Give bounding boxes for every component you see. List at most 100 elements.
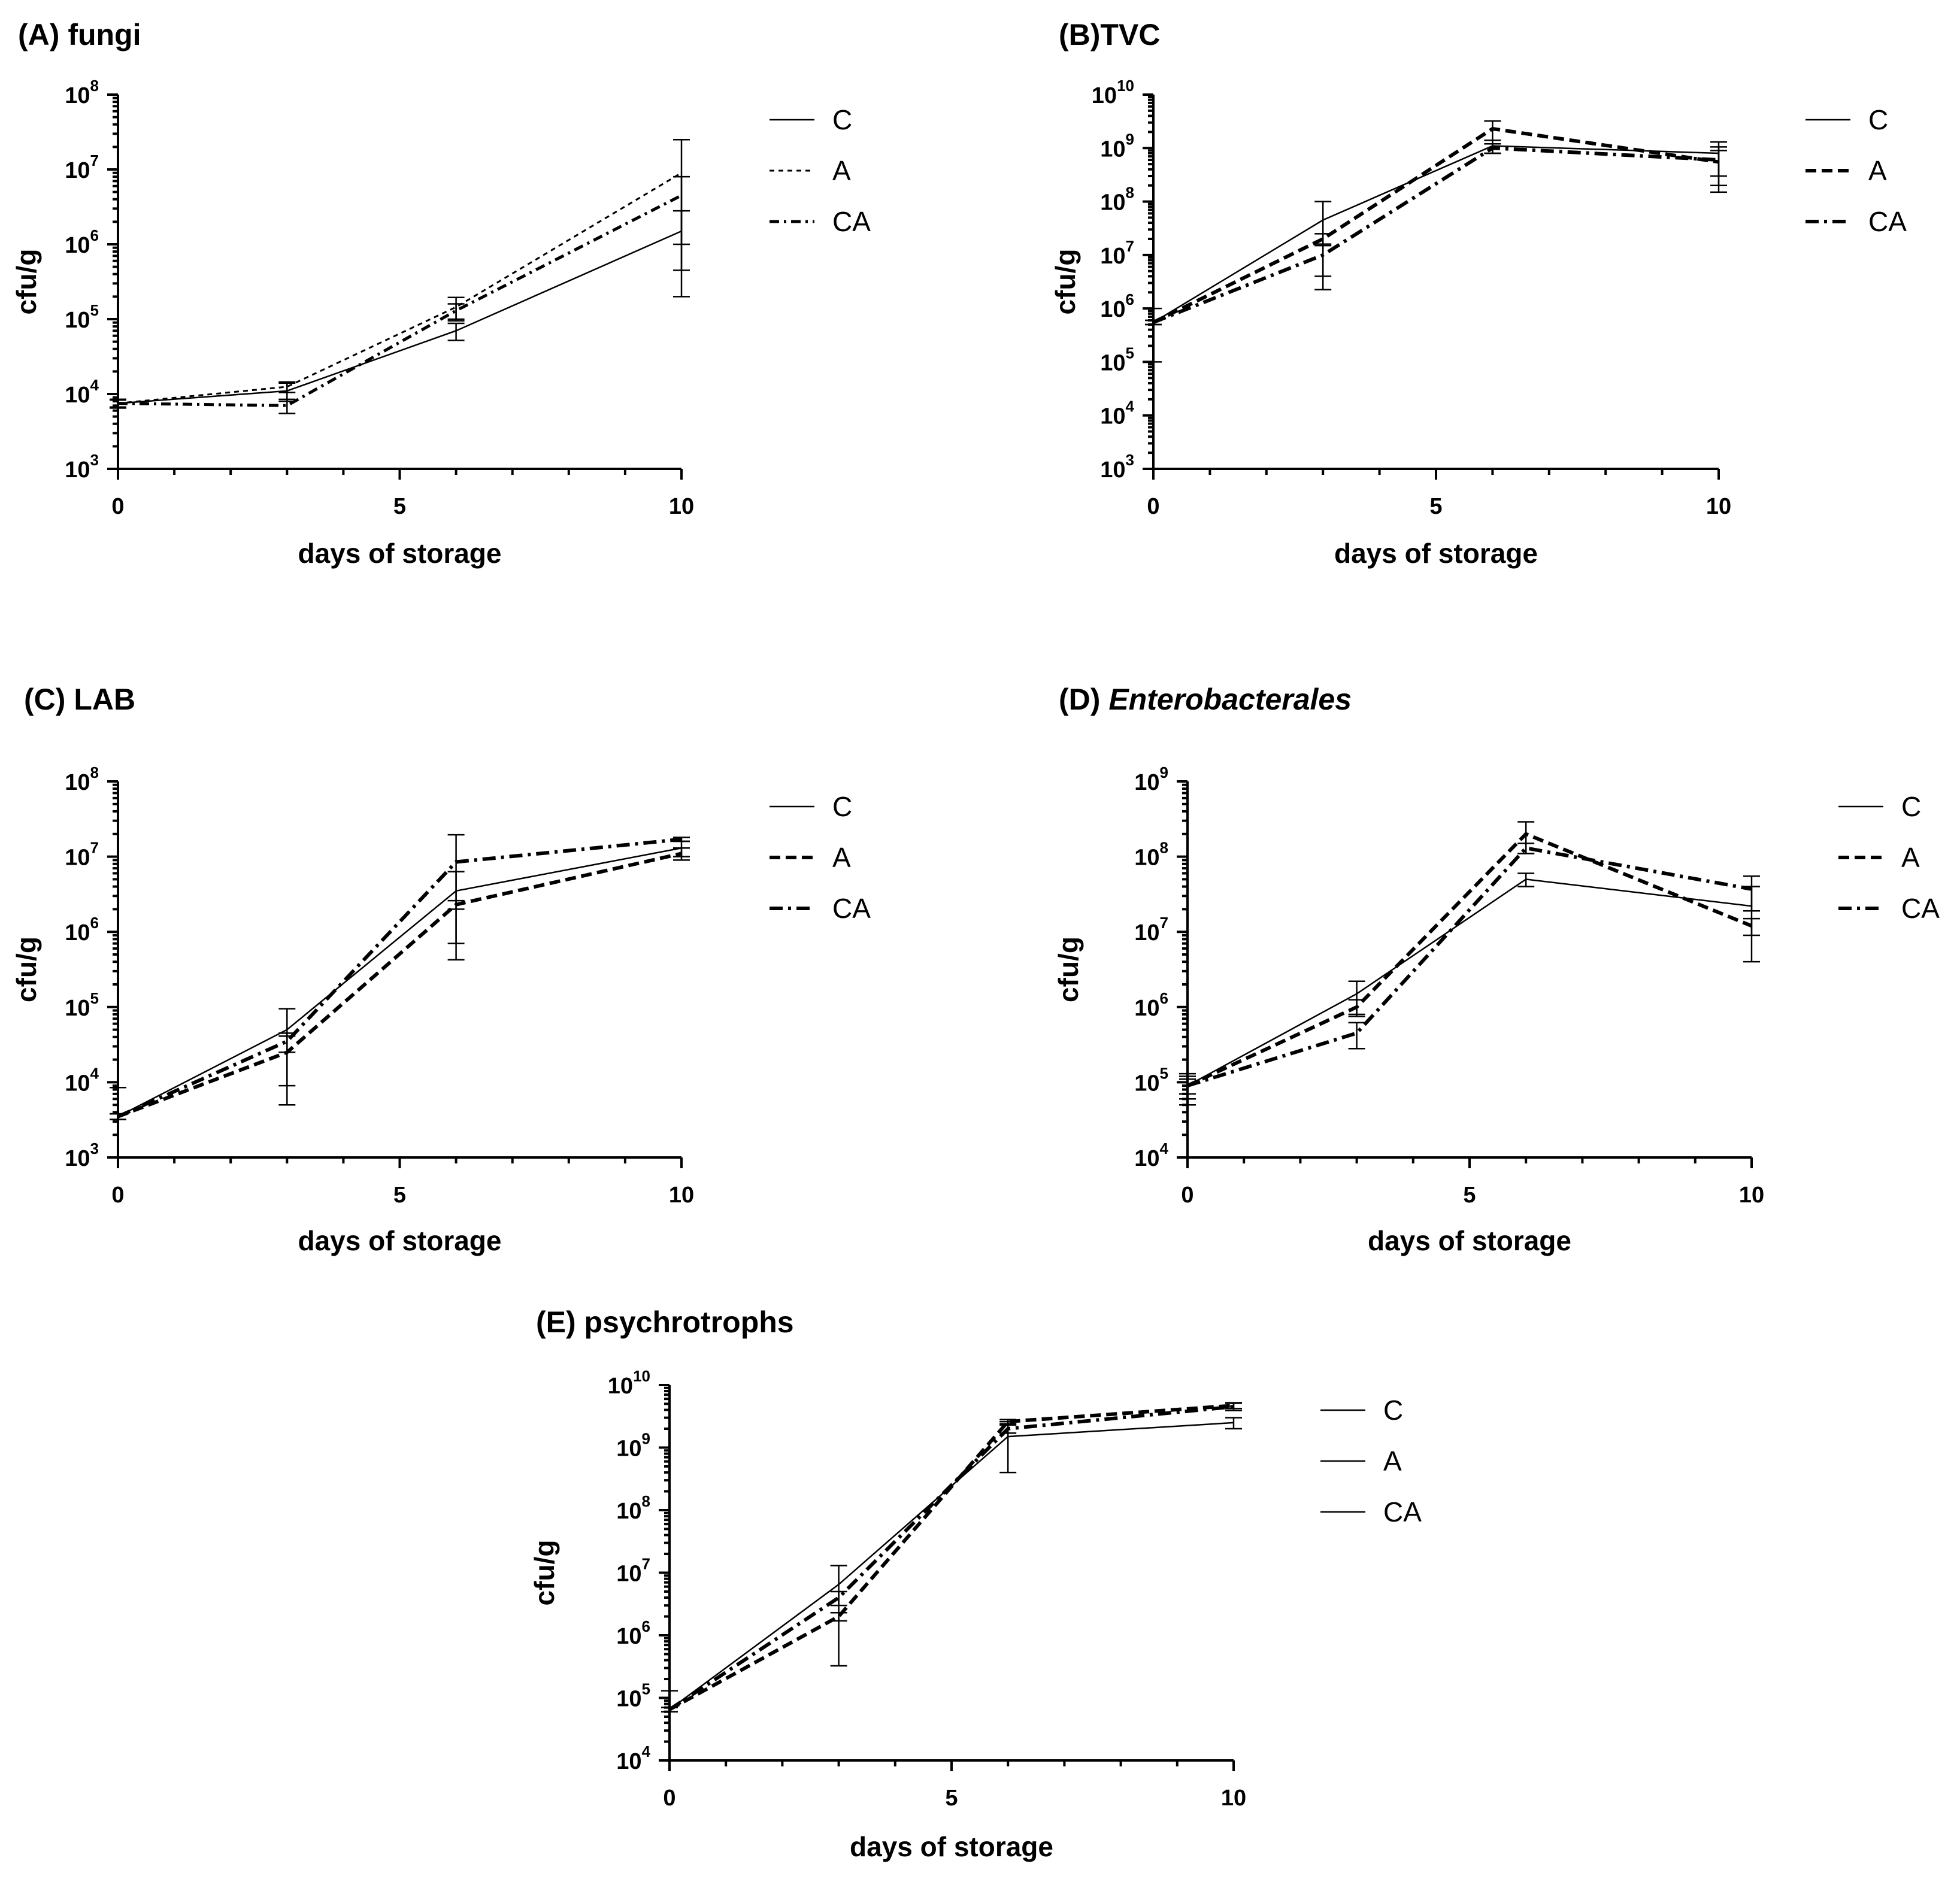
x-axis-title: days of storage [1368,1225,1571,1256]
legend: C A CA [1320,1395,1422,1528]
y-tick-label: 109 [1134,763,1168,795]
panel-title-prefix: (B) [1059,18,1100,51]
panel-title: (B)TVC [1059,18,1160,51]
y-tick-label: 105 [616,1680,650,1712]
legend-label-ca: CA [1868,206,1907,237]
y-tick-label: 1010 [608,1367,650,1399]
y-tick-label: 108 [65,77,99,108]
y-tick-label: 106 [65,914,99,945]
series-line-ca [117,837,682,1119]
y-tick-label: 108 [1100,184,1134,216]
series-line-ca [1152,146,1719,325]
x-tick-label: 5 [1463,1183,1476,1208]
y-tick-label: 107 [65,839,99,871]
legend: C A CA [1805,104,1907,237]
x-axis-title: days of storage [1334,538,1538,569]
y-axis-title: cfu/g [1050,249,1081,315]
panel-tvc: (B)TVC 103 104 105 106 107 108 109 1010 0 5 10 cfu… [1050,18,1907,569]
legend: C A CA [770,104,871,237]
panel-title-main: TVC [1100,18,1160,51]
panel-lab: (C) LAB 103 104 105 106 107 108 0 5 10 cfu/g day… [11,683,871,1256]
series-line-a [117,172,682,405]
y-tick-label: 107 [1100,237,1134,269]
y-tick-label: 105 [65,301,99,333]
plot-area: 104 105 106 107 108 109 1010 0 5 10 [608,1367,1246,1811]
legend-label-a: A [832,155,851,186]
y-tick-label: 108 [65,763,99,795]
y-tick-label: 104 [616,1742,650,1774]
series-line-ca [1187,846,1752,1088]
x-tick-label: 0 [111,494,124,519]
y-tick-label: 103 [1100,451,1134,483]
y-tick-label: 109 [1100,130,1134,162]
y-axis-title: cfu/g [529,1540,560,1606]
series-line-c [1187,878,1752,1087]
y-tick-label: 108 [1134,839,1168,871]
legend-label-c: C [1901,791,1921,822]
x-tick-label: 10 [1739,1183,1764,1208]
panel-title: (A) fungi [18,18,141,51]
panel-fungi: (A) fungi 103 104 105 106 107 108 0 5 10 cfu/g d… [11,18,871,569]
panel-title-main: LAB [74,683,135,716]
y-tick-label: 107 [65,151,99,183]
x-axis-title: days of storage [298,538,502,569]
series-line-a [1186,832,1753,1087]
x-tick-label: 5 [393,494,406,519]
panel-psychrotrophs: (E) psychrotrophs 1041051061071081091010… [529,1305,1422,1862]
legend-label-a: A [1868,155,1887,186]
y-axis-title: cfu/g [11,249,42,315]
plot-area: 103 104 105 106 107 108 0 5 10 [65,77,694,519]
legend-label-c: C [832,104,852,135]
x-tick-label: 5 [393,1183,406,1208]
x-tick-label: 10 [669,1183,694,1208]
panel-title: (E) psychrotrophs [536,1305,794,1339]
series-line-a [668,1404,1234,1711]
y-tick-label: 103 [65,1139,99,1171]
series-line-c [117,230,682,404]
panel-enterobacterales: (D) Enterobacterales 1041051061071081090… [1053,683,1940,1256]
panel-title-prefix: (E) [536,1305,584,1339]
y-tick-label: 106 [1100,290,1134,322]
x-tick-label: 0 [1147,494,1159,519]
panel-title-prefix: (A) [18,18,68,51]
series-line-a [117,851,682,1119]
x-tick-label: 10 [1706,494,1731,519]
y-axis-title: cfu/g [11,937,42,1002]
y-tick-label: 108 [616,1492,650,1524]
x-tick-label: 0 [1181,1183,1193,1208]
y-tick-label: 104 [65,376,99,408]
panel-title: (C) LAB [24,683,135,716]
legend-label-c: C [832,791,852,822]
plot-area: 104 105 106 107 108 109 0 5 10 [1134,763,1764,1208]
panel-title-main: Enterobacterales [1108,683,1352,716]
x-tick-label: 5 [945,1786,958,1811]
y-tick-label: 104 [65,1064,99,1096]
legend-label-a: A [1383,1445,1402,1477]
y-tick-label: 106 [65,226,99,258]
y-tick-label: 105 [1134,1064,1168,1096]
y-axis-title: cfu/g [1053,937,1084,1002]
y-tick-label: 107 [1134,914,1168,945]
legend-label-c: C [1383,1395,1403,1426]
y-tick-label: 109 [616,1430,650,1462]
series-line-ca [117,194,683,407]
legend-label-ca: CA [1901,893,1940,924]
y-tick-label: 107 [616,1555,650,1587]
legend-label-a: A [1901,842,1920,873]
panel-title-main: psychrotrophs [584,1305,794,1339]
y-tick-label: 106 [1134,989,1168,1021]
y-tick-label: 103 [65,451,99,483]
series-line-ca [668,1405,1234,1711]
x-tick-label: 10 [669,494,694,519]
x-tick-label: 0 [663,1786,675,1811]
plot-area: 103 104 105 106 107 108 0 5 10 [65,763,694,1208]
series-line-c [669,1422,1234,1711]
legend-label-c: C [1868,104,1888,135]
series-line-c [1153,145,1719,323]
y-tick-label: 104 [1100,398,1134,429]
panel-title-prefix: (C) [24,683,74,716]
y-tick-label: 104 [1134,1139,1168,1171]
y-tick-label: 105 [1100,344,1134,375]
series-line-c [117,847,682,1117]
